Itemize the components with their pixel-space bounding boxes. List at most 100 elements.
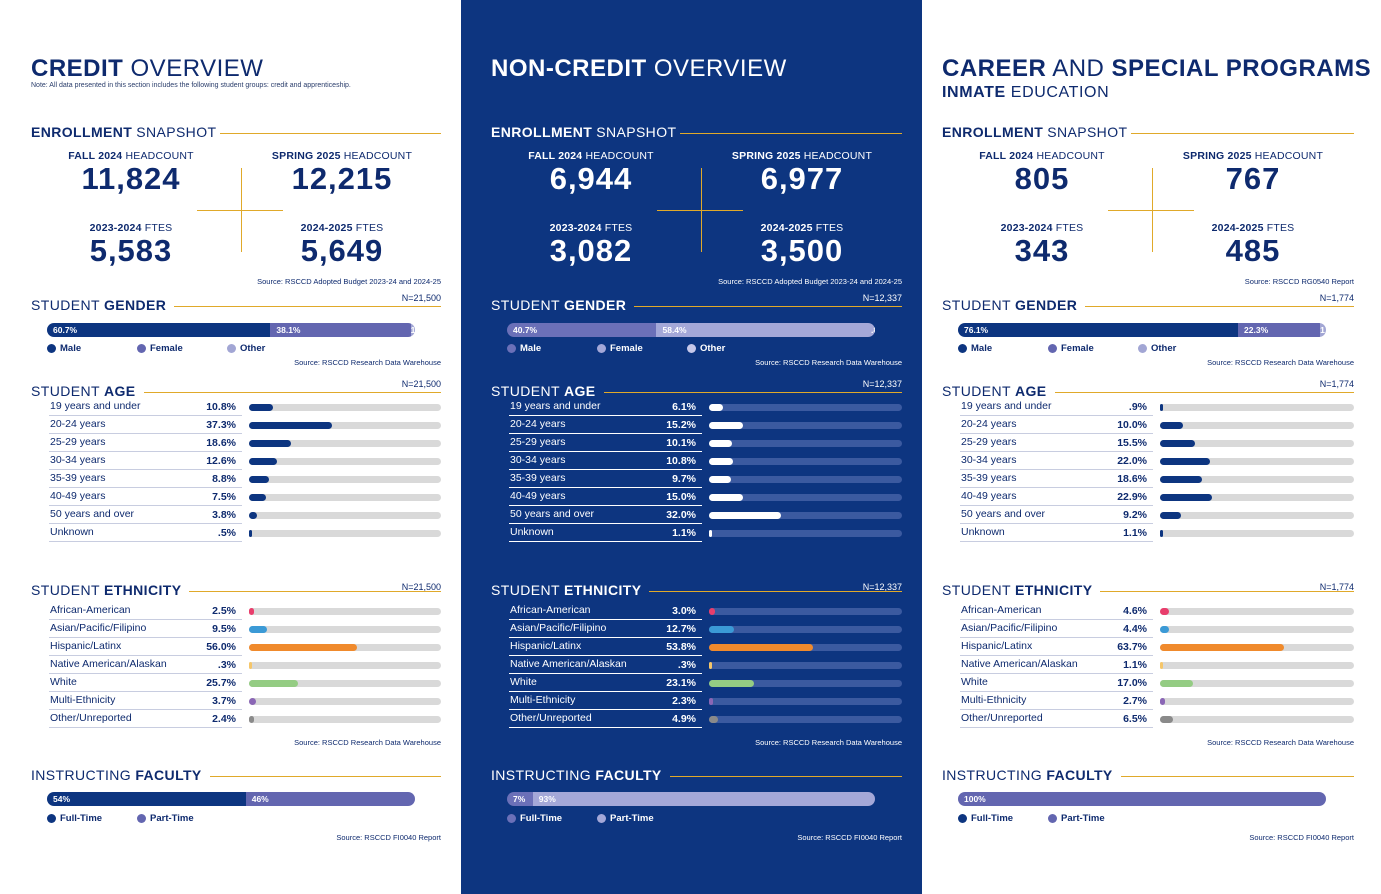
age-row: 20-24 years 37.3% xyxy=(49,416,441,434)
age-bar-fill xyxy=(249,403,274,411)
enrollment-snapshot-heading: ENROLLMENT SNAPSHOT xyxy=(31,124,441,140)
age-label: 30-34 years xyxy=(49,452,185,470)
ethnicity-row: African-American 3.0% xyxy=(509,602,902,620)
age-row: Unknown 1.1% xyxy=(960,524,1354,542)
age-bar-fill xyxy=(249,511,258,519)
age-row: 20-24 years 10.0% xyxy=(960,416,1354,434)
age-label: 35-39 years xyxy=(509,470,645,488)
age-row: 20-24 years 15.2% xyxy=(509,416,902,434)
age-bar-track xyxy=(709,421,902,429)
age-bar-fill xyxy=(1160,529,1163,537)
faculty-source: Source: RSCCD FI0040 Report xyxy=(1249,833,1354,842)
age-bar-track xyxy=(249,457,441,465)
ethnicity-bar-track xyxy=(1160,643,1354,651)
faculty-fulltime-segment: 54% xyxy=(47,792,246,806)
ethnicity-bar-fill xyxy=(249,625,268,633)
age-row: 30-34 years 10.8% xyxy=(509,452,902,470)
legend-male: Male xyxy=(958,343,1048,354)
age-label: 25-29 years xyxy=(960,434,1096,452)
age-row: 50 years and over 32.0% xyxy=(509,506,902,524)
gender-n: N=21,500 xyxy=(401,293,441,303)
age-bar-track xyxy=(709,475,902,483)
age-bar-fill xyxy=(709,475,731,483)
faculty-legend: Full-Time Part-Time xyxy=(47,813,227,824)
ethnicity-label: Hispanic/Latinx xyxy=(509,638,645,656)
age-bar-fill xyxy=(249,457,278,465)
ethnicity-bar-track xyxy=(709,607,902,615)
ethnicity-row: Asian/Pacific/Filipino 4.4% xyxy=(960,620,1354,638)
gender-female-segment: 22.3% xyxy=(1238,323,1321,337)
age-percent: 15.5% xyxy=(1096,435,1153,452)
snapshot-divider-h xyxy=(1108,210,1194,211)
age-percent: 7.5% xyxy=(185,489,242,506)
age-percent: 1.1% xyxy=(645,525,702,542)
gender-n: N=1,774 xyxy=(1319,293,1354,303)
gender-source: Source: RSCCD Research Data Warehouse xyxy=(1207,358,1354,367)
snapshot-divider-h xyxy=(657,210,743,211)
age-bar-fill xyxy=(709,511,781,519)
ethnicity-table: African-American 3.0% Asian/Pacific/Filipi… xyxy=(509,602,902,728)
ethnicity-bar-fill xyxy=(1160,607,1169,615)
faculty-bar: 7% 93% xyxy=(507,792,875,806)
fall-headcount: FALL 2024 HEADCOUNT 805 xyxy=(979,150,1105,196)
ethnicity-bar-fill xyxy=(709,643,813,651)
column-title: NON-CREDIT OVERVIEW xyxy=(491,55,787,82)
ethnicity-label: White xyxy=(509,674,645,692)
age-bar-fill xyxy=(709,439,732,447)
age-bar-track xyxy=(709,511,902,519)
column-note: Note: All data presented in this section… xyxy=(31,82,351,89)
age-percent: 15.2% xyxy=(645,417,702,434)
ethnicity-label: Asian/Pacific/Filipino xyxy=(960,620,1096,638)
age-bar-track xyxy=(709,457,902,465)
ethnicity-bar-fill xyxy=(1160,679,1193,687)
ethnicity-percent: 4.9% xyxy=(645,711,702,728)
ethnicity-percent: 56.0% xyxy=(185,639,242,656)
age-percent: 3.8% xyxy=(185,507,242,524)
gender-male-segment: 40.7% xyxy=(507,323,657,337)
age-n: N=12,337 xyxy=(862,379,902,389)
ethnicity-heading: STUDENT ETHNICITY xyxy=(942,582,1354,598)
age-bar-fill xyxy=(709,529,712,537)
ftes-2023-2024: 2023-2024 FTES 3,082 xyxy=(549,222,633,268)
ethnicity-percent: 1.1% xyxy=(1096,657,1153,674)
ethnicity-bar-fill xyxy=(709,715,719,723)
fall-headcount: FALL 2024 HEADCOUNT 11,824 xyxy=(68,150,194,196)
ftes-2024-2025: 2024-2025 FTES 485 xyxy=(1211,222,1295,268)
age-label: 25-29 years xyxy=(49,434,185,452)
ethnicity-bar-fill xyxy=(249,643,357,651)
ethnicity-table: African-American 4.6% Asian/Pacific/Filipi… xyxy=(960,602,1354,728)
ethnicity-percent: 53.8% xyxy=(645,639,702,656)
enrollment-snapshot: FALL 2024 HEADCOUNT 11,824 SPRING 2025 HE… xyxy=(31,150,441,290)
ethnicity-row: Other/Unreported 6.5% xyxy=(960,710,1354,728)
age-row: 19 years and under .9% xyxy=(960,398,1354,416)
faculty-bar: 100% xyxy=(958,792,1326,806)
snapshot-source: Source: RSCCD Adopted Budget 2023-24 and… xyxy=(257,277,441,286)
gender-other-segment: 1.3% xyxy=(410,323,415,337)
ethnicity-percent: 4.6% xyxy=(1096,603,1153,620)
age-row: Unknown 1.1% xyxy=(509,524,902,542)
ethnicity-bar-track xyxy=(249,607,441,615)
enrollment-snapshot: FALL 2024 HEADCOUNT 805 SPRING 2025 HEADC… xyxy=(942,150,1354,290)
age-bar-track xyxy=(709,529,902,537)
legend-other: Other xyxy=(687,343,777,354)
legend-fulltime: Full-Time xyxy=(507,813,597,824)
age-bar-track xyxy=(249,403,441,411)
ethnicity-bar-fill xyxy=(709,679,754,687)
age-heading: STUDENT AGE xyxy=(491,383,902,399)
ethnicity-label: Native American/Alaskan xyxy=(509,656,645,674)
faculty-legend: Full-Time Part-Time xyxy=(958,813,1138,824)
age-row: 35-39 years 8.8% xyxy=(49,470,441,488)
ethnicity-row: White 25.7% xyxy=(49,674,441,692)
age-label: 30-34 years xyxy=(509,452,645,470)
ethnicity-bar-fill xyxy=(249,607,254,615)
age-percent: 1.1% xyxy=(1096,525,1153,542)
age-label: 35-39 years xyxy=(49,470,185,488)
age-bar-track xyxy=(709,439,902,447)
age-percent: .5% xyxy=(185,525,242,542)
fall-headcount: FALL 2024 HEADCOUNT 6,944 xyxy=(528,150,654,196)
age-table: 19 years and under .9% 20-24 years 10.0% 25-… xyxy=(960,398,1354,542)
spring-headcount: SPRING 2025 HEADCOUNT 6,977 xyxy=(731,150,873,196)
ethnicity-label: African-American xyxy=(960,602,1096,620)
gender-heading: STUDENT GENDER xyxy=(942,297,1354,313)
faculty-heading: INSTRUCTING FACULTY xyxy=(942,767,1354,783)
